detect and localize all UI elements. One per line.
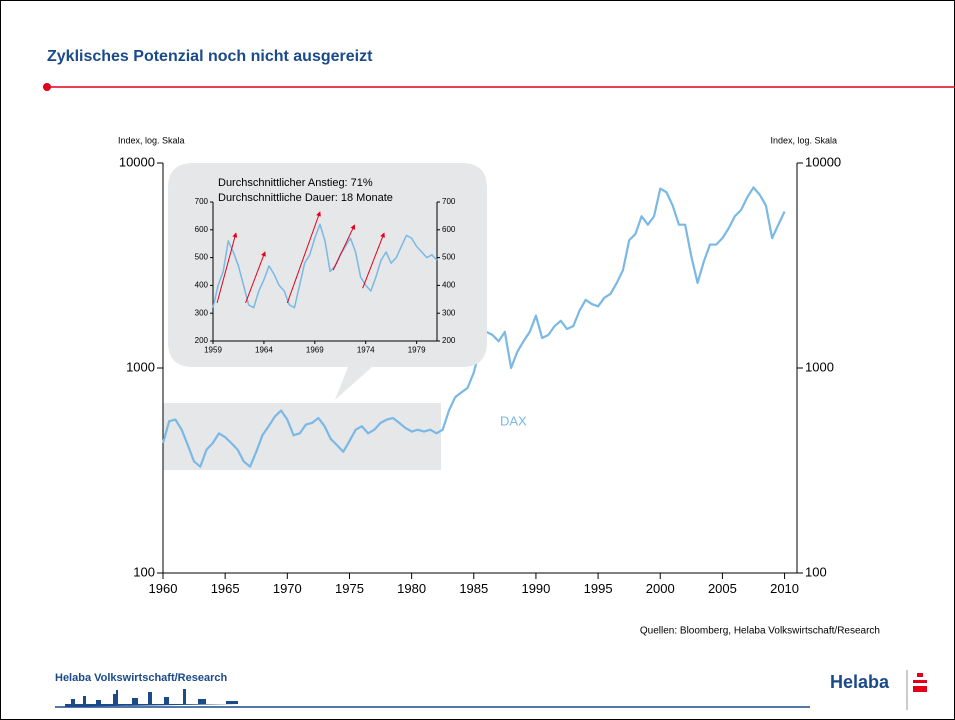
x-tick-label: 1979 — [408, 346, 426, 355]
x-tick-label: 1980 — [397, 581, 426, 596]
title-dot — [43, 83, 51, 91]
main-chart: 100 1000 10000 100 1000 10000 1960 1965 1970 1975… — [118, 135, 880, 636]
x-tick-label: 1990 — [521, 581, 550, 596]
source-note: Quellen: Bloomberg, Helaba Volkswirtscha… — [640, 626, 880, 637]
x-tick-label: 1959 — [204, 346, 222, 355]
y-tick-label: 200 — [195, 336, 209, 345]
series-line — [212, 223, 438, 309]
y-tick-label: 400 — [195, 281, 209, 290]
x-tick-label: 1995 — [584, 581, 613, 596]
highlight-region — [163, 403, 441, 470]
y2-tick-label: 500 — [442, 253, 456, 262]
y2-tick-label: 1000 — [805, 359, 834, 374]
y2-tick-label: 200 — [442, 336, 456, 345]
y2-tick-label: 300 — [442, 308, 456, 317]
y2-tick-label: 100 — [805, 564, 827, 579]
y2-tick-label: 400 — [442, 281, 456, 290]
x-tick-label: 1965 — [211, 581, 240, 596]
cycle-arrow — [245, 251, 266, 304]
x-tick-label: 1985 — [459, 581, 488, 596]
inset-annotation: Durchschnittliche Dauer: 18 Monate — [218, 192, 393, 204]
series-line — [161, 186, 786, 468]
inset-chart: 200 300 400 500 600 700 200 300 400 500 600 700 1959… — [195, 177, 456, 355]
x-tick-label: 1960 — [149, 581, 178, 596]
slide-title: Zyklisches Potenzial noch nicht ausgerei… — [47, 48, 373, 65]
inset-annotation: Durchschnittlicher Anstieg: 71% — [218, 177, 373, 189]
x-tick-label: 1974 — [357, 346, 375, 355]
cycle-arrow — [332, 224, 355, 271]
footer-department: Helaba Volkswirtschaft/Research — [55, 672, 227, 684]
y2-axis-title: Index, log. Skala — [770, 135, 837, 145]
y-tick-label: 700 — [195, 197, 209, 206]
y-tick-label: 1000 — [126, 359, 155, 374]
cycle-arrow — [216, 232, 238, 304]
cycle-arrow — [362, 232, 385, 289]
x-tick-label: 1969 — [306, 346, 324, 355]
y2-tick-label: 600 — [442, 225, 456, 234]
x-tick-label: 2010 — [770, 581, 799, 596]
logo-sparkasse — [913, 673, 927, 692]
skyline — [55, 689, 238, 707]
logo: Helaba — [830, 672, 890, 692]
y-tick-label: 600 — [195, 225, 209, 234]
x-tick-label: 1975 — [335, 581, 364, 596]
y-tick-label: 100 — [133, 564, 155, 579]
y-tick-label: 10000 — [119, 154, 155, 169]
cycle-arrow — [286, 211, 321, 304]
y-tick-label: 500 — [195, 253, 209, 262]
x-tick-label: 2005 — [708, 581, 737, 596]
y2-tick-label: 10000 — [805, 154, 841, 169]
series-label: DAX — [500, 413, 527, 428]
y2-tick-label: 700 — [442, 197, 456, 206]
y-axis-title: Index, log. Skala — [118, 135, 185, 145]
x-tick-label: 2000 — [646, 581, 675, 596]
y-tick-label: 300 — [195, 308, 209, 317]
x-tick-label: 1964 — [255, 346, 273, 355]
x-tick-label: 1970 — [273, 581, 302, 596]
